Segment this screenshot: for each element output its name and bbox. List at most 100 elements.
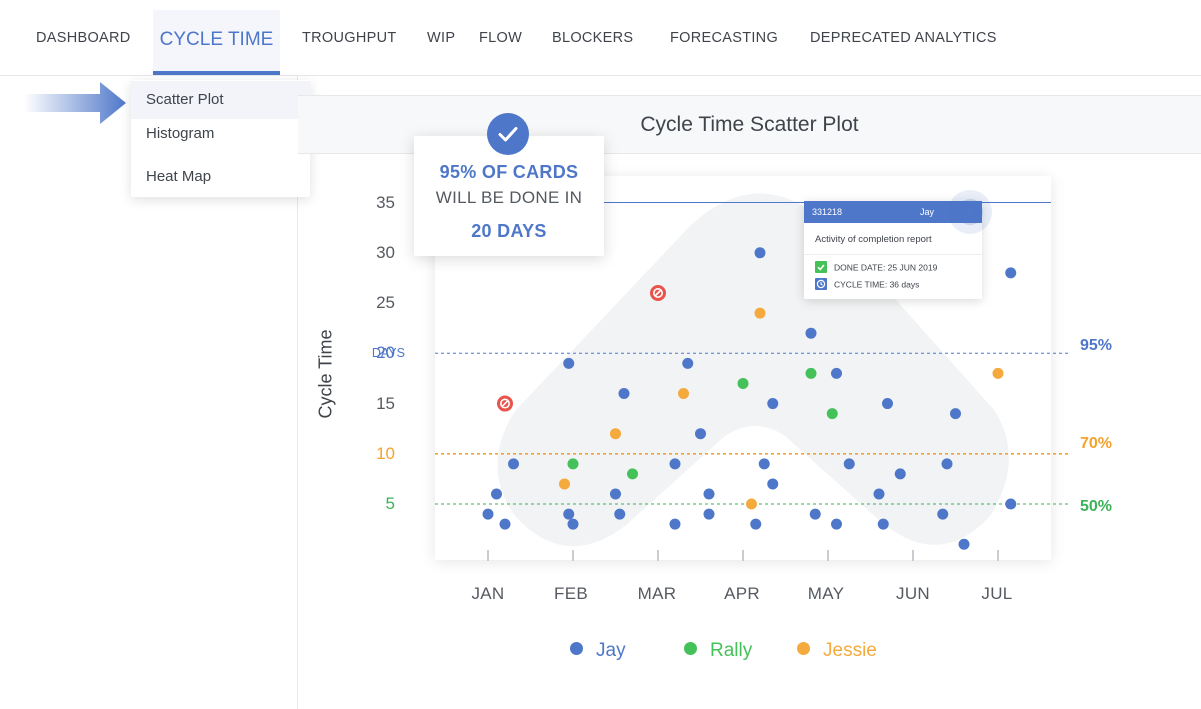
data-point-jessie xyxy=(678,388,689,399)
data-point-jay xyxy=(1005,498,1017,510)
percentile-label-70: 70% xyxy=(1080,435,1113,452)
legend-dot-rally xyxy=(684,642,697,655)
data-point-jay xyxy=(843,458,855,470)
data-point-jay xyxy=(941,458,953,470)
tooltip-done-date: DONE DATE: 25 JUN 2019 xyxy=(834,262,938,273)
data-point-jay xyxy=(873,488,885,500)
x-tick-label: FEB xyxy=(554,584,588,603)
data-point-jay xyxy=(767,478,779,490)
data-point-jay xyxy=(950,408,961,420)
check-icon xyxy=(487,113,529,155)
tooltip-card-id: 331218 xyxy=(812,207,843,217)
data-point-jay xyxy=(695,428,706,440)
legend-label-jay: Jay xyxy=(596,640,626,661)
tooltip-title: Activity of completion report xyxy=(815,234,932,245)
legend-label-rally: Rally xyxy=(710,640,753,661)
nav-wip[interactable]: WIP xyxy=(427,30,456,46)
data-point-jessie xyxy=(754,307,766,319)
data-point-jay xyxy=(831,367,842,379)
data-point-rally xyxy=(627,468,638,480)
y-tick-label: 25 xyxy=(376,293,395,313)
pointer-arrow-icon xyxy=(24,82,126,124)
x-tick-label: JAN xyxy=(471,584,505,603)
y-tick-label: 30 xyxy=(376,242,395,262)
blocked-point-slash xyxy=(501,399,509,408)
data-point-jay xyxy=(958,538,970,550)
data-point-jay xyxy=(877,518,889,530)
menu-item-scatter-plot[interactable]: Scatter Plot xyxy=(131,81,310,119)
data-point-jay xyxy=(894,468,906,480)
data-point-jay xyxy=(805,327,817,339)
nav-dashboard[interactable]: DASHBOARD xyxy=(36,30,131,46)
data-point-jay xyxy=(491,488,502,500)
selected-point-marker[interactable] xyxy=(948,190,992,234)
blocked-point-ring xyxy=(652,287,663,298)
data-point-rally xyxy=(737,377,749,389)
data-point-jay xyxy=(882,398,893,410)
data-point-jay xyxy=(563,357,575,369)
check-square-icon xyxy=(815,261,827,273)
data-point-jay xyxy=(563,508,575,520)
x-tick-label: JUL xyxy=(981,584,1013,603)
menu-item-histogram[interactable]: Histogram xyxy=(146,125,215,142)
data-point-rally xyxy=(805,367,817,379)
data-point-jessie xyxy=(559,478,570,490)
data-point-jay xyxy=(669,458,681,470)
nav-forecasting[interactable]: FORECASTING xyxy=(670,30,779,46)
card-tooltip: 331218 Jay Activity of completion report… xyxy=(804,201,982,299)
legend-item-rally: Rally xyxy=(684,640,752,662)
menu-item-heat-map[interactable]: Heat Map xyxy=(146,168,212,185)
data-point-jessie xyxy=(610,428,621,440)
data-point-jay xyxy=(610,488,621,500)
clock-icon xyxy=(815,278,827,290)
chart-type-menu: Scatter Plot Histogram Heat Map xyxy=(131,80,310,197)
data-point-jay xyxy=(750,518,762,530)
x-tick-label: MAR xyxy=(637,584,677,603)
callout-line-3: 20 DAYS xyxy=(471,221,547,241)
data-point-jay xyxy=(758,458,770,470)
data-point-jay xyxy=(682,357,694,369)
tooltip-done-date-row: DONE DATE: 25 JUN 2019 xyxy=(815,261,938,274)
tooltip-user: Jay xyxy=(919,207,934,217)
callout-line-2: WILL BE DONE IN xyxy=(435,188,583,207)
data-point-jessie xyxy=(992,367,1004,379)
data-point-jay xyxy=(937,508,949,520)
tooltip-cycle-time: CYCLE TIME: 36 days xyxy=(834,279,920,290)
data-point-jay xyxy=(669,518,681,530)
nav-flow[interactable]: FLOW xyxy=(479,30,523,46)
y-tick-label: 35 xyxy=(376,192,395,212)
y-tick-label: 15 xyxy=(376,393,395,413)
data-point-jay xyxy=(618,388,630,399)
data-point-rally xyxy=(567,458,579,470)
legend-label-jessie: Jessie xyxy=(823,640,877,661)
tooltip-cycle-time-row: CYCLE TIME: 36 days xyxy=(815,278,920,291)
y-tick-label: 5 xyxy=(385,494,395,514)
forecast-callout: 95% OF CARDS WILL BE DONE IN 20 DAYS xyxy=(414,136,604,256)
legend-item-jay: Jay xyxy=(570,640,626,662)
data-point-jessie xyxy=(746,498,757,510)
nav-blockers[interactable]: BLOCKERS xyxy=(552,30,634,46)
chart-title: Cycle Time Scatter Plot xyxy=(640,113,859,136)
data-point-jay xyxy=(767,398,779,410)
x-tick-label: JUN xyxy=(896,584,930,603)
plot-watermark xyxy=(497,193,1009,547)
nav-cycle-time[interactable]: CYCLE TIME xyxy=(153,10,280,75)
y-tick-label: 20 xyxy=(376,343,395,363)
nav-troughput[interactable]: TROUGHPUT xyxy=(302,30,397,46)
callout-line-1: 95% OF CARDS xyxy=(439,162,579,182)
data-point-jay xyxy=(754,247,766,259)
nav-deprecated-analytics[interactable]: DEPRECATED ANALYTICS xyxy=(810,30,997,46)
sidebar-divider xyxy=(297,76,298,709)
tooltip-divider xyxy=(804,254,982,255)
data-point-jay xyxy=(614,508,626,520)
top-nav: DASHBOARD CYCLE TIME TROUGHPUT WIP FLOW … xyxy=(0,0,1201,76)
x-tick-label: MAY xyxy=(807,584,845,603)
percentile-label-50: 50% xyxy=(1080,498,1113,515)
data-point-jay xyxy=(831,518,842,530)
nav-cycle-time-label: CYCLE TIME xyxy=(159,29,274,50)
tooltip-header: 331218 Jay xyxy=(804,201,982,223)
data-point-jay xyxy=(809,508,821,520)
percentile-label-95: 95% xyxy=(1080,337,1113,354)
blocked-point-ring xyxy=(499,398,510,409)
